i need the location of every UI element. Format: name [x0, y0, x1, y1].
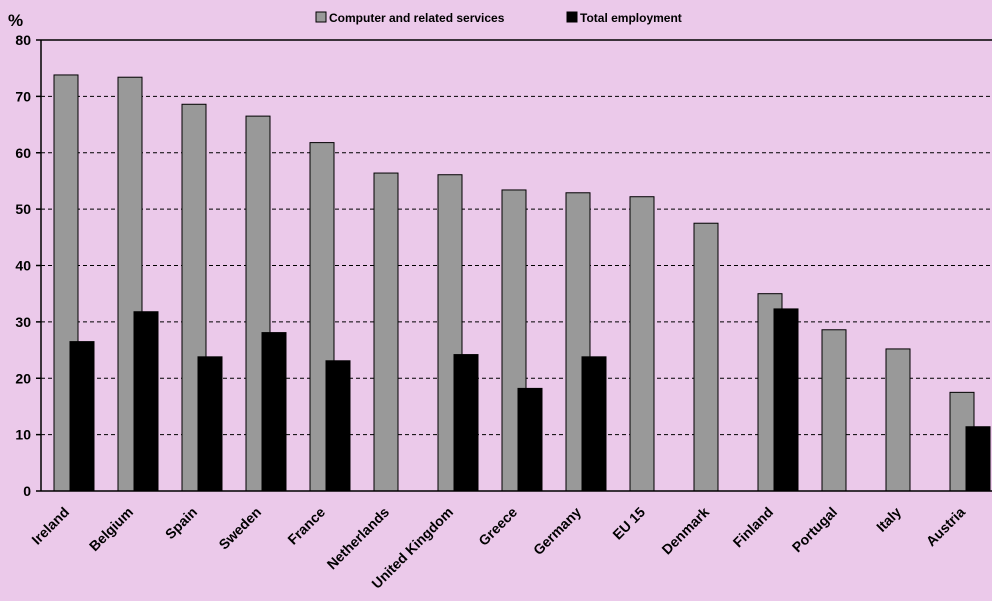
axes [36, 39, 992, 492]
category-label-france: France [284, 504, 328, 548]
y-tick-label-10: 10 [15, 427, 31, 443]
bar-united-kingdom-total-employment [453, 354, 479, 492]
bar-germany-total-employment [581, 356, 607, 492]
category-label-germany: Germany [530, 504, 584, 558]
category-labels: Ireland Belgium Spain Sweden FranceNetherlan… [28, 504, 968, 592]
bar-austria-total-employment [965, 426, 991, 492]
legend: Computer and related services Total emplo… [315, 11, 682, 25]
bar-finland-total-employment [773, 308, 799, 492]
bar-eu-15-computer-services [629, 196, 655, 492]
legend-label-computer-services: Computer and related services [329, 11, 505, 25]
category-label-spain: Spain [162, 504, 200, 542]
legend-label-total-employment: Total employment [580, 11, 682, 25]
y-tick-labels: 0 10 20 30 40 50 60 70 80 [15, 32, 31, 499]
y-tick-label-70: 70 [15, 88, 31, 104]
bar-ireland-total-employment [69, 341, 95, 492]
category-label-denmark: Denmark [658, 504, 712, 558]
bar-denmark-computer-services [693, 222, 719, 492]
legend-swatch-computer-services [315, 11, 327, 23]
y-tick-label-50: 50 [15, 201, 31, 217]
category-label-ireland: Ireland [28, 504, 72, 548]
y-tick-label-20: 20 [15, 370, 31, 386]
category-label-portugal: Portugal [789, 504, 840, 555]
bar-netherlands-computer-services [373, 172, 399, 492]
y-tick-label-80: 80 [15, 32, 31, 48]
bar-italy-computer-services [885, 348, 911, 492]
y-axis-unit-label: % [8, 11, 23, 30]
bar-spain-total-employment [197, 356, 223, 492]
legend-swatch-total-employment [566, 11, 578, 23]
bar-sweden-total-employment [261, 332, 287, 492]
y-tick-label-40: 40 [15, 258, 31, 274]
category-label-italy: Italy [873, 504, 904, 535]
y-tick-label-0: 0 [23, 483, 31, 499]
category-label-netherlands: Netherlands [324, 504, 393, 573]
y-tick-label-60: 60 [15, 145, 31, 161]
bar-greece-total-employment [517, 387, 543, 492]
category-label-eu-15: EU 15 [609, 504, 648, 543]
y-tick-label-30: 30 [15, 314, 31, 330]
category-label-finland: Finland [730, 504, 777, 551]
category-label-sweden: Sweden [215, 504, 264, 553]
bar-belgium-total-employment [133, 311, 159, 492]
bar-france-total-employment [325, 360, 351, 492]
category-label-austria: Austria [923, 504, 969, 550]
bar-portugal-computer-services [821, 329, 847, 492]
bars [53, 74, 991, 492]
category-label-belgium: Belgium [86, 504, 136, 554]
category-label-greece: Greece [475, 504, 520, 549]
